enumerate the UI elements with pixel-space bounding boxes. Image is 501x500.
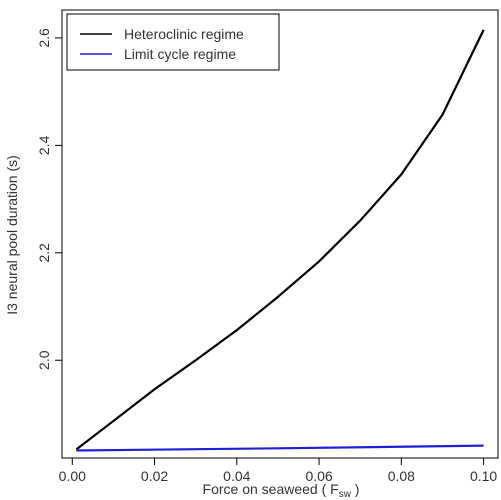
y-axis-title: I3 neural pool duration (s): [4, 155, 20, 315]
x-tick-label: 0.08: [388, 468, 415, 484]
series-layer: [75, 29, 485, 452]
series-line-0: [75, 29, 485, 451]
legend-label-heteroclinic: Heteroclinic regime: [124, 26, 244, 42]
x-tick-label: 0.02: [141, 468, 168, 484]
y-tick-label: 2.4: [36, 135, 52, 155]
x-tick-label: 0.00: [59, 468, 86, 484]
plot-area: [61, 9, 499, 459]
plot-frame: [61, 9, 499, 459]
x-axis-title: Force on seaweed ( Fsw ): [203, 481, 360, 500]
x-axis-title-end: ): [351, 481, 360, 497]
legend-box: [66, 13, 280, 71]
x-tick-label: 0.10: [470, 468, 497, 484]
x-axis-title-main: Force on seaweed ( F: [203, 481, 339, 497]
x-tick-label: 0.06: [305, 468, 332, 484]
x-tick-label: 0.04: [223, 468, 250, 484]
legend: Heteroclinic regime Limit cycle regime: [66, 13, 280, 71]
y-tick-label: 2.6: [36, 28, 52, 48]
y-tick-label: 2.2: [36, 243, 52, 263]
y-axis: 2.0 2.2 2.4 2.6: [36, 28, 62, 370]
x-axis-title-subscript: sw: [339, 489, 352, 500]
x-axis: 0.00 0.02 0.04 0.06 0.08 0.10: [59, 458, 497, 484]
y-tick-label: 2.0: [36, 350, 52, 370]
series-line-1: [76, 444, 484, 452]
legend-label-limit-cycle: Limit cycle regime: [124, 46, 236, 62]
